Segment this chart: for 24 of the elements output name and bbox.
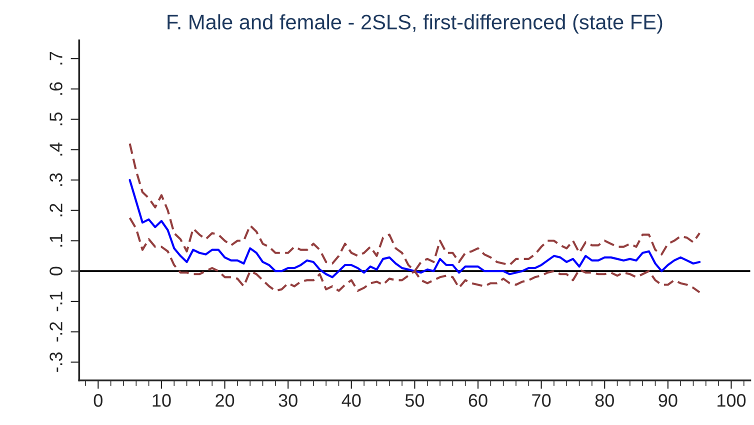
x-tick-label: 0 bbox=[94, 394, 102, 407]
x-tick-label: 60 bbox=[468, 394, 488, 407]
y-tick-label: .1 bbox=[50, 234, 62, 247]
x-tick-label: 90 bbox=[658, 394, 678, 407]
y-tick-label: -.2 bbox=[50, 322, 62, 342]
x-tick-label: 70 bbox=[532, 394, 551, 407]
y-tick-label: .3 bbox=[50, 173, 62, 186]
y-tick-label: .6 bbox=[50, 82, 62, 95]
y-tick-label: 0 bbox=[50, 266, 62, 276]
y-tick-label: -.3 bbox=[50, 352, 62, 372]
x-tick-label: 40 bbox=[342, 394, 361, 407]
x-tick-label: 50 bbox=[405, 394, 424, 407]
y-tick-label: .5 bbox=[50, 112, 62, 126]
x-tick-label: 10 bbox=[152, 394, 171, 407]
y-tick-label: .2 bbox=[50, 204, 62, 216]
y-tick-label: -.1 bbox=[50, 292, 62, 312]
x-tick-label: 100 bbox=[718, 394, 746, 407]
x-tick-label: 30 bbox=[278, 394, 298, 407]
x-tick-label: 80 bbox=[595, 394, 614, 407]
y-tick-label: .4 bbox=[50, 142, 62, 156]
y-tick-label: .7 bbox=[50, 52, 62, 64]
line-series bbox=[128, 178, 701, 278]
x-tick-label: 20 bbox=[216, 394, 234, 407]
chart-title: F. Male and female - 2SLS, first-differenced (state FE) bbox=[168, 14, 662, 34]
